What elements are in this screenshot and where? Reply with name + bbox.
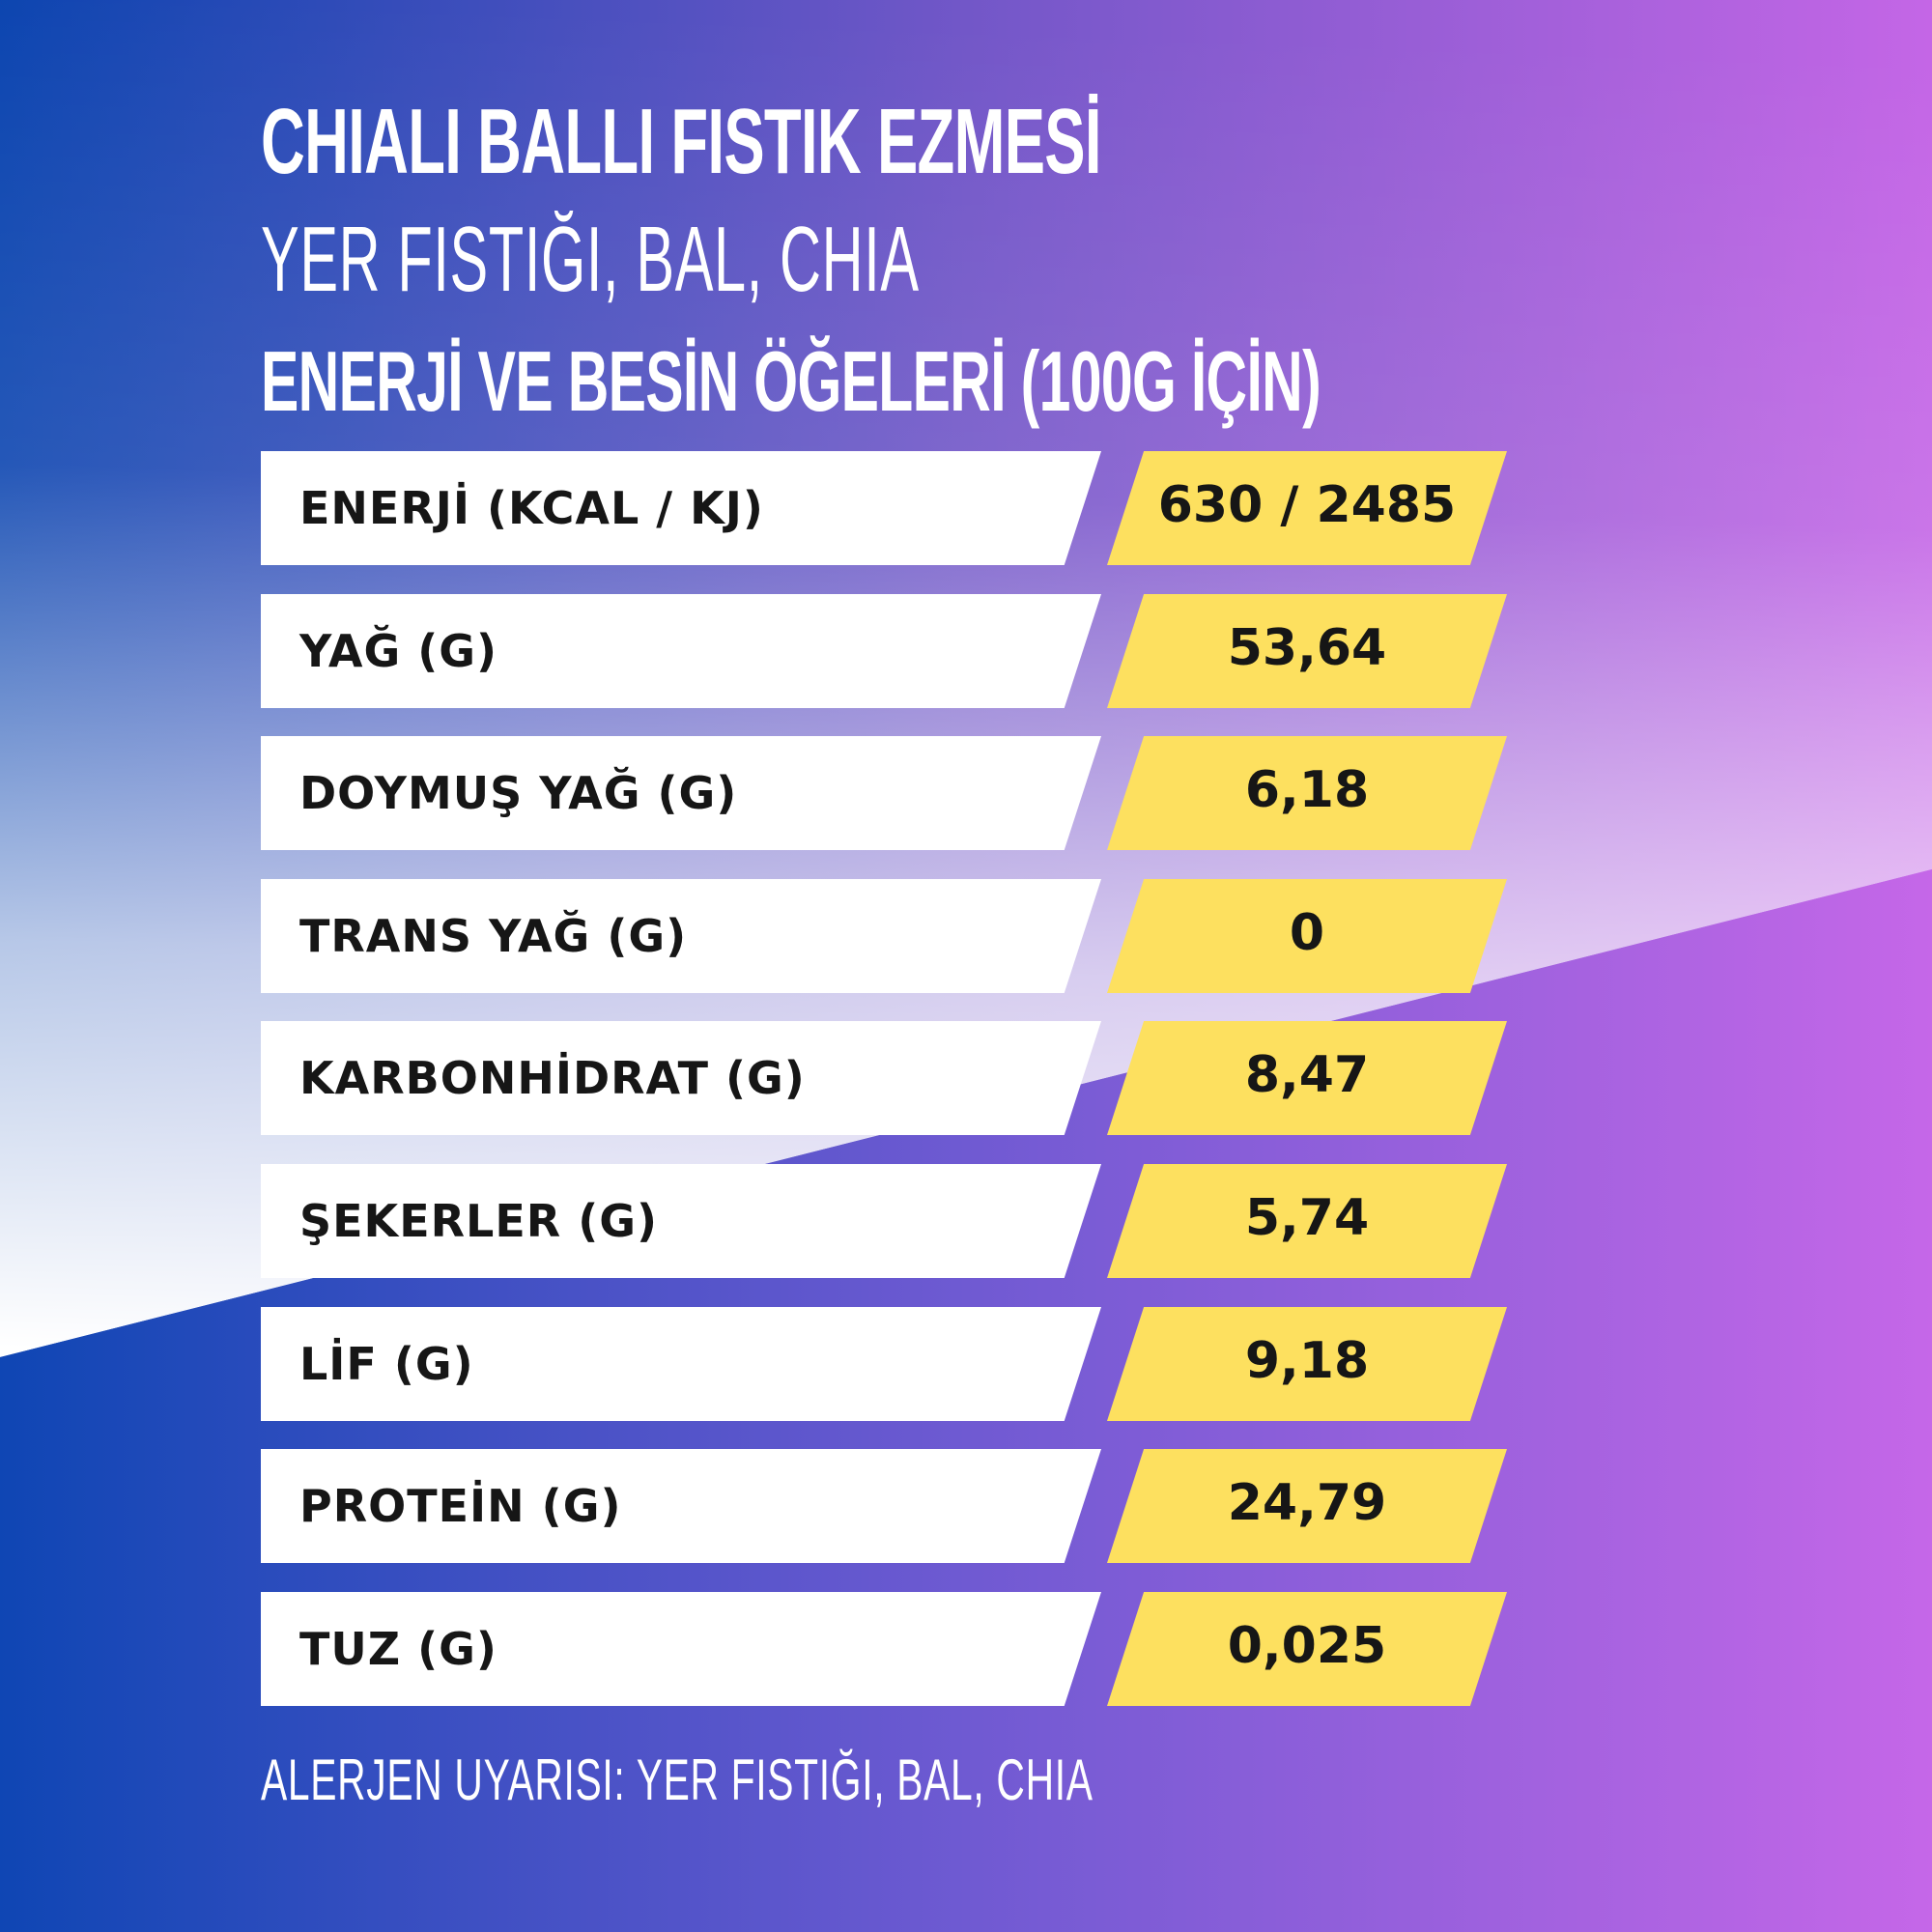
nutrition-label: PROTEİN (G) — [299, 1480, 622, 1532]
nutrition-label: DOYMUŞ YAĞ (G) — [299, 767, 738, 819]
nutrition-row-protein: PROTEİN (G) 24,79 — [261, 1449, 1507, 1563]
nutrition-label: LİF (G) — [299, 1338, 474, 1390]
nutrition-value: 6,18 — [1244, 761, 1370, 819]
nutrition-row-fat: YAĞ (G) 53,64 — [261, 594, 1507, 708]
nutrition-value-box: 0,025 — [1107, 1592, 1507, 1706]
nutrition-value: 0,025 — [1227, 1617, 1387, 1675]
nutrition-label-box — [261, 1449, 1101, 1563]
nutrition-section-title: ENERJİ VE BESİN ÖĞELERİ (100G İÇİN) — [261, 333, 1321, 429]
nutrition-row-sugars: ŞEKERLER (G) 5,74 — [261, 1164, 1507, 1278]
nutrition-label-box — [261, 736, 1101, 850]
product-ingredients: YER FISTIĞI, BAL, CHIA — [261, 208, 920, 311]
nutrition-row-energy: ENERJİ (KCAL / KJ) 630 / 2485 — [261, 451, 1507, 565]
nutrition-value: 5,74 — [1244, 1189, 1370, 1247]
nutrition-value-box: 24,79 — [1107, 1449, 1507, 1563]
allergen-warning: ALERJEN UYARISI: YER FISTIĞI, BAL, CHIA — [261, 1747, 1094, 1812]
nutrition-value-box: 8,47 — [1107, 1021, 1507, 1135]
nutrition-value: 8,47 — [1244, 1046, 1370, 1104]
nutrition-value: 9,18 — [1244, 1332, 1370, 1390]
nutrition-value: 0 — [1289, 904, 1325, 962]
nutrition-row-saturated-fat: DOYMUŞ YAĞ (G) 6,18 — [261, 736, 1507, 850]
nutrition-value-box: 6,18 — [1107, 736, 1507, 850]
nutrition-label-box — [261, 879, 1101, 993]
nutrition-row-salt: TUZ (G) 0,025 — [261, 1592, 1507, 1706]
nutrition-label: ENERJİ (KCAL / KJ) — [299, 482, 764, 534]
nutrition-label-box — [261, 1021, 1101, 1135]
nutrition-row-carbohydrate: KARBONHİDRAT (G) 8,47 — [261, 1021, 1507, 1135]
nutrition-label-box — [261, 1164, 1101, 1278]
nutrition-value-box: 5,74 — [1107, 1164, 1507, 1278]
nutrition-row-trans-fat: TRANS YAĞ (G) 0 — [261, 879, 1507, 993]
nutrition-value-box: 630 / 2485 — [1107, 451, 1507, 565]
nutrition-value: 24,79 — [1227, 1474, 1387, 1532]
nutrition-label-box — [261, 451, 1101, 565]
nutrition-label-box — [261, 1592, 1101, 1706]
nutrition-value-box: 9,18 — [1107, 1307, 1507, 1421]
nutrition-value: 630 / 2485 — [1157, 476, 1457, 534]
nutrition-label-box — [261, 594, 1101, 708]
nutrition-row-fiber: LİF (G) 9,18 — [261, 1307, 1507, 1421]
nutrition-label-box — [261, 1307, 1101, 1421]
nutrition-value: 53,64 — [1227, 619, 1387, 677]
nutrition-value-box: 0 — [1107, 879, 1507, 993]
nutrition-label: YAĞ (G) — [299, 625, 498, 677]
nutrition-label: KARBONHİDRAT (G) — [299, 1052, 806, 1104]
nutrition-label: TRANS YAĞ (G) — [299, 910, 688, 962]
nutrition-label: ŞEKERLER (G) — [299, 1195, 659, 1247]
nutrition-label: TUZ (G) — [299, 1623, 497, 1675]
product-title: CHIALI BALLI FISTIK EZMESİ — [261, 90, 1102, 193]
nutrition-value-box: 53,64 — [1107, 594, 1507, 708]
